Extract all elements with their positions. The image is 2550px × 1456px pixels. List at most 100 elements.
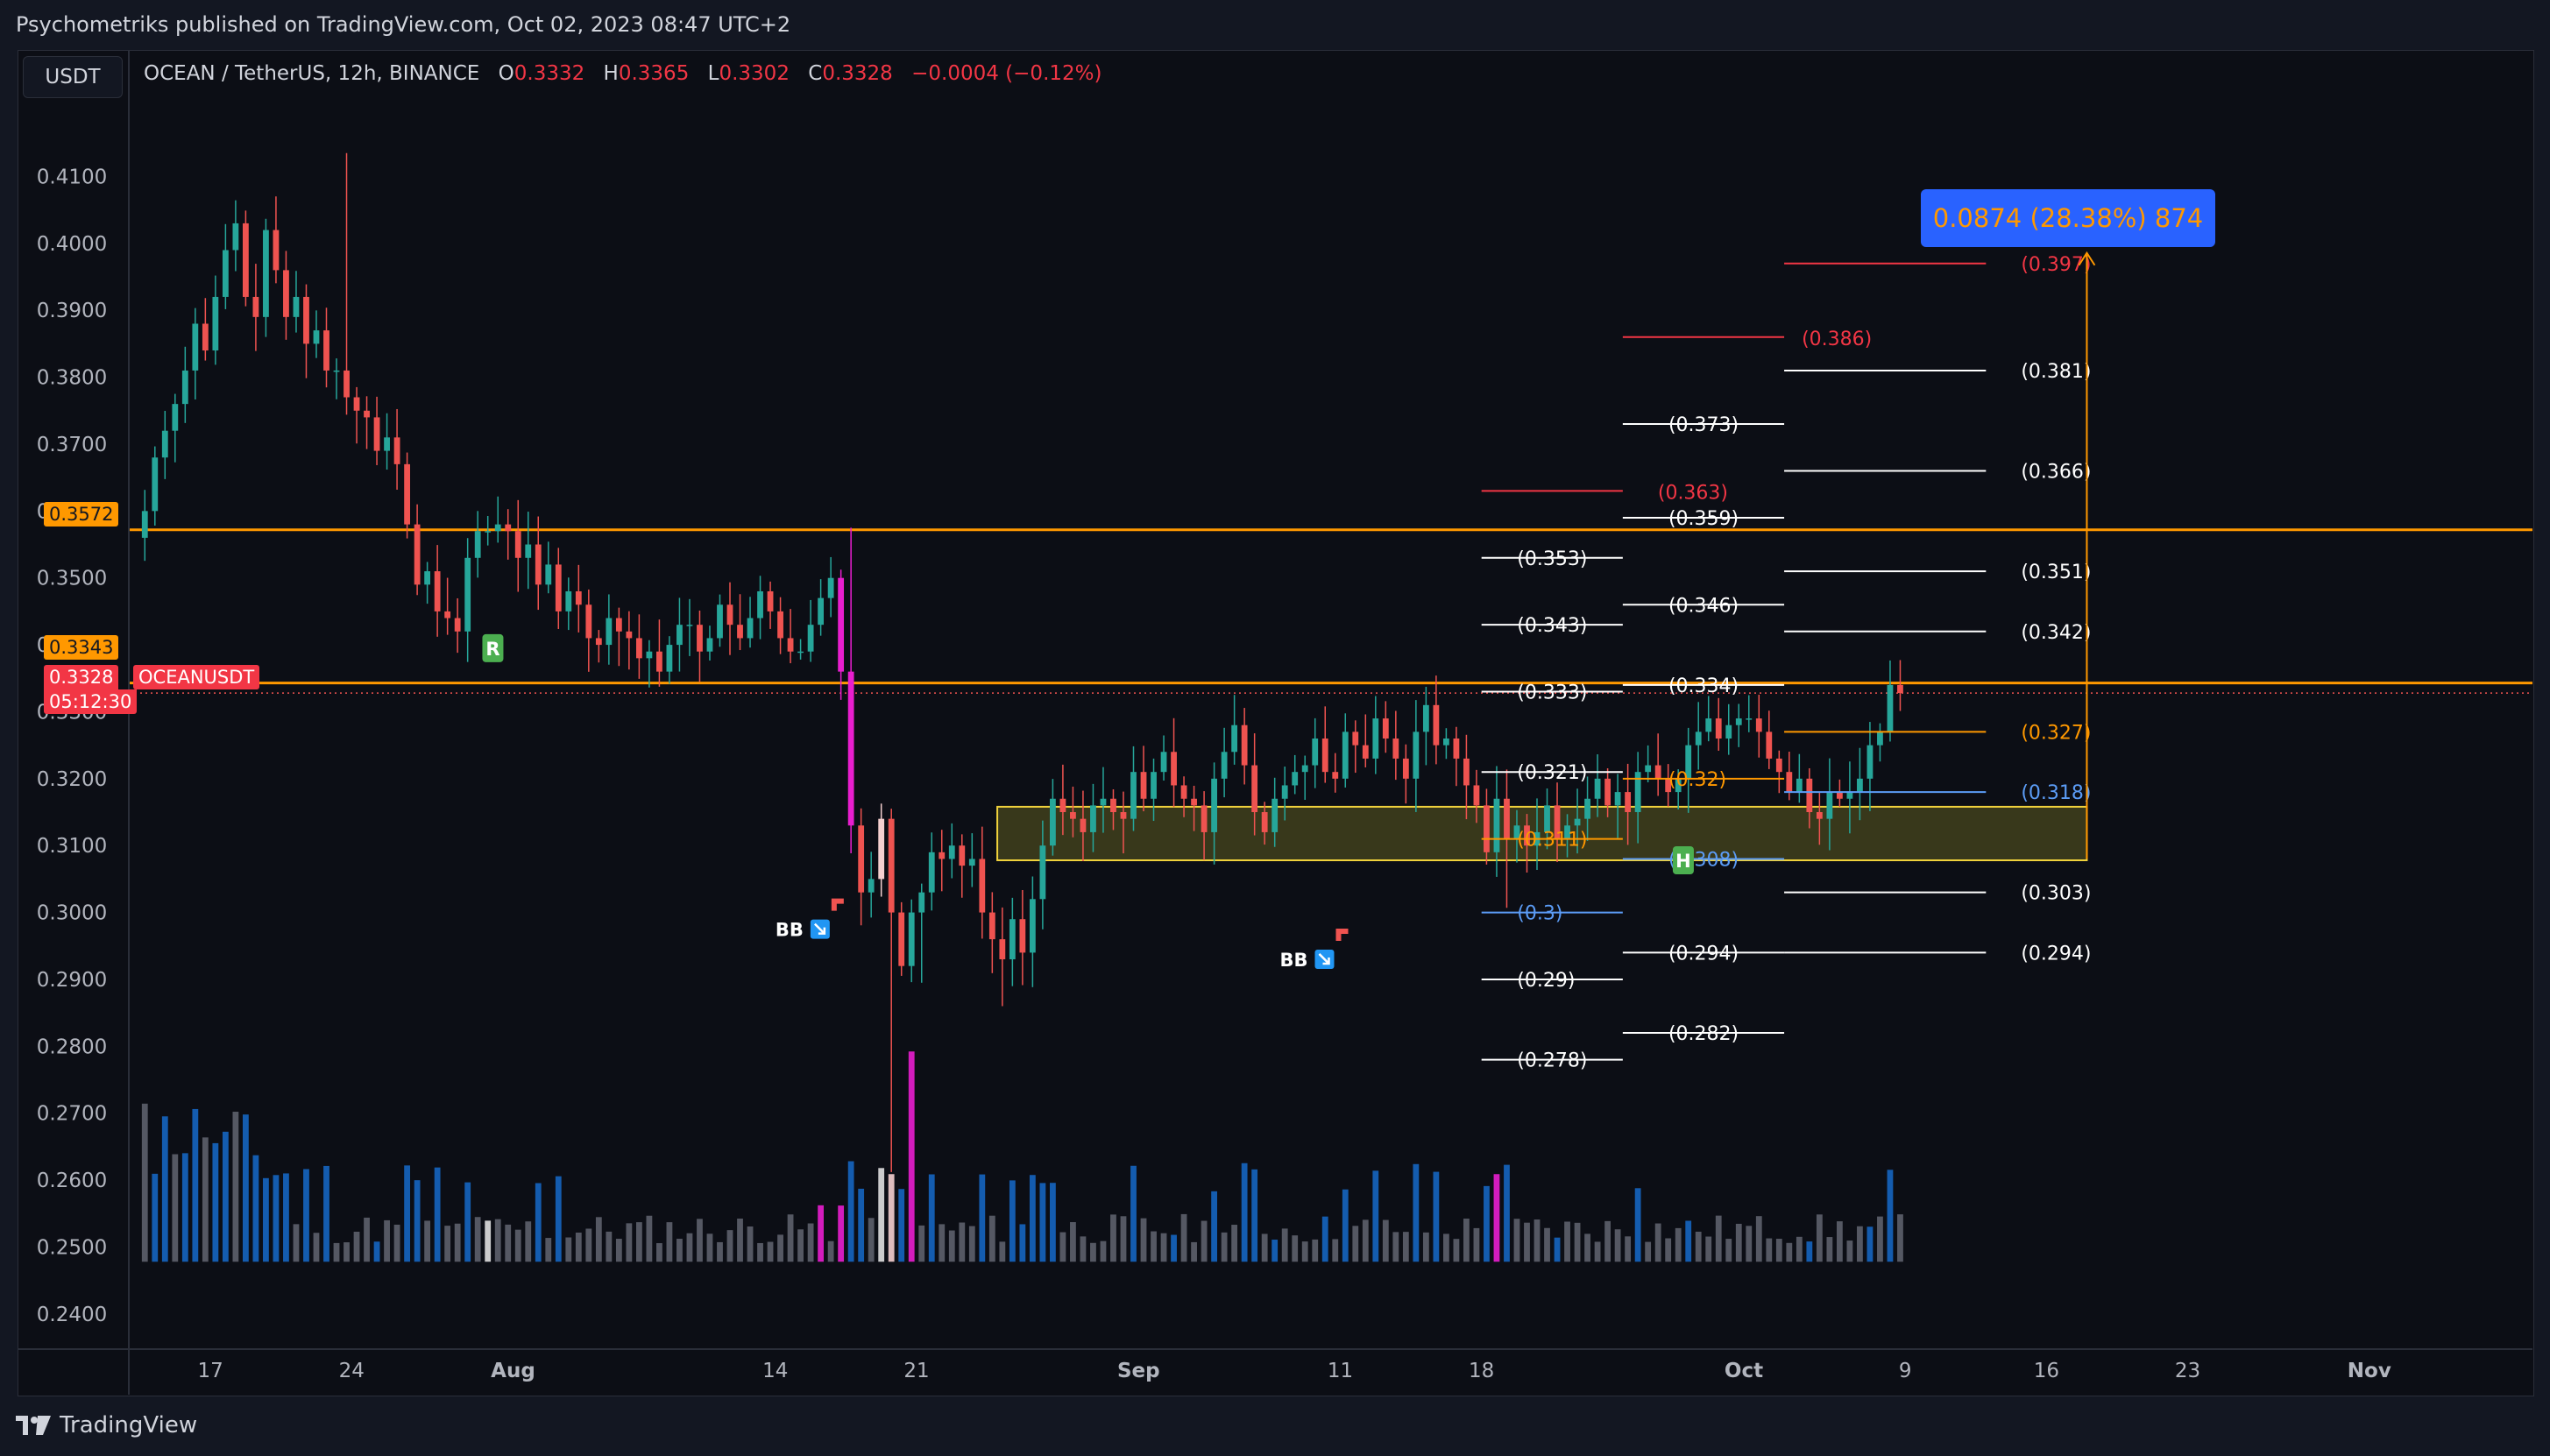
candle-body xyxy=(1796,778,1803,793)
candle-body xyxy=(1271,798,1279,832)
volume-bar xyxy=(1251,1169,1258,1262)
volume-bar xyxy=(999,1241,1006,1262)
volume-bar xyxy=(1059,1232,1066,1262)
candle-body xyxy=(1019,919,1026,953)
candle-body xyxy=(232,223,239,251)
volume-bar xyxy=(1442,1233,1449,1262)
time-tick-label: 24 xyxy=(339,1360,365,1382)
price-tick-label: 0.2800 xyxy=(37,1035,107,1058)
candle-body xyxy=(393,437,400,464)
volume-bar xyxy=(1453,1239,1460,1262)
volume-bar xyxy=(353,1231,360,1262)
volume-bar xyxy=(1524,1222,1530,1262)
candle-body xyxy=(1442,739,1449,746)
candle-body xyxy=(968,859,975,866)
volume-bar xyxy=(1584,1233,1590,1262)
candle-body xyxy=(1281,785,1288,799)
candle-body xyxy=(575,590,582,605)
level-label: (0.311) xyxy=(1517,830,1587,852)
volume-bar xyxy=(273,1175,280,1262)
candle-body xyxy=(878,818,885,880)
candle-body xyxy=(827,577,834,598)
volume-bar xyxy=(1029,1175,1036,1262)
level-label: (0.397) xyxy=(2021,254,2091,276)
volume-bar xyxy=(968,1226,975,1262)
candle-body xyxy=(939,852,946,859)
candle-body xyxy=(1321,739,1328,773)
volume-bar xyxy=(1574,1222,1581,1262)
low-value: 0.3302 xyxy=(719,62,790,85)
volume-bar xyxy=(939,1224,946,1262)
volume-bar xyxy=(1019,1224,1026,1262)
volume-bar xyxy=(1654,1223,1661,1262)
candle-body xyxy=(373,417,380,451)
candle-body xyxy=(434,571,441,611)
volume-bar xyxy=(1493,1174,1500,1262)
volume-bar xyxy=(868,1218,875,1262)
level-label: (0.327) xyxy=(2021,722,2091,744)
candle-body xyxy=(273,230,280,271)
candle-body xyxy=(1312,739,1319,766)
volume-bar xyxy=(615,1239,622,1262)
volume-bar xyxy=(1241,1163,1248,1262)
volume-bar xyxy=(1292,1235,1299,1262)
symbol-name[interactable]: OCEAN / TetherUS, 12h, BINANCE xyxy=(144,62,480,85)
candle-body xyxy=(606,618,613,646)
candle-body xyxy=(807,625,814,652)
publisher-header: Psychometriks published on TradingView.c… xyxy=(0,0,2550,51)
measure-label[interactable]: 0.0874 (28.38%) 874 xyxy=(1921,189,2215,247)
volume-bar xyxy=(1160,1233,1167,1262)
symbol-legend: OCEAN / TetherUS, 12h, BINANCE O0.3332 H… xyxy=(144,62,1101,85)
candle-body xyxy=(1110,798,1116,813)
volume-bar xyxy=(1080,1236,1087,1262)
candle-body xyxy=(1100,798,1107,806)
candle-body xyxy=(202,323,209,351)
candle-body xyxy=(666,645,673,672)
volume-bar xyxy=(212,1142,219,1262)
level-label: (0.373) xyxy=(1668,414,1739,436)
currency-button[interactable]: USDT xyxy=(23,56,123,98)
candle-body xyxy=(979,859,986,913)
time-tick-label: 21 xyxy=(903,1360,929,1382)
candle-body xyxy=(293,296,300,317)
change-value: −0.0004 (−0.12%) xyxy=(911,62,1102,85)
bb-arrow-glyph xyxy=(813,922,826,935)
volume-bar xyxy=(948,1230,955,1262)
candle-body xyxy=(535,544,542,585)
candle-body xyxy=(1413,732,1420,779)
candle-body xyxy=(1473,785,1480,806)
candle-body xyxy=(414,524,421,585)
symbol-price-tag: OCEANUSDT xyxy=(133,665,260,689)
candle-body xyxy=(757,590,763,618)
candle-body xyxy=(858,825,865,893)
volume-bar xyxy=(928,1174,935,1262)
candle-body xyxy=(1402,758,1409,779)
volume-bar xyxy=(1695,1231,1702,1262)
tradingview-logo[interactable]: TradingView xyxy=(16,1412,197,1438)
volume-bar xyxy=(444,1226,451,1262)
candle-body xyxy=(737,625,743,639)
candle-body xyxy=(1857,778,1863,793)
volume-bar xyxy=(1564,1221,1570,1262)
volume-bar xyxy=(1433,1171,1440,1262)
candle-body xyxy=(464,557,471,632)
volume-bar xyxy=(1554,1237,1561,1262)
volume-bar xyxy=(1685,1220,1692,1262)
candle-body xyxy=(1070,812,1076,819)
candle-body xyxy=(1463,758,1470,786)
volume-bar xyxy=(585,1228,592,1262)
price-tick-label: 0.4000 xyxy=(37,233,107,256)
volume-bar xyxy=(1725,1239,1732,1262)
candle-body xyxy=(505,524,512,532)
time-tick-label: 14 xyxy=(762,1360,788,1382)
volume-bar xyxy=(686,1233,693,1262)
level-label: (0.294) xyxy=(2021,943,2091,965)
candle-body xyxy=(1513,825,1520,839)
volume-bar xyxy=(1775,1239,1782,1262)
price-tick-label: 0.3200 xyxy=(37,768,107,791)
candle-body xyxy=(1504,798,1510,839)
volume-bar xyxy=(474,1217,481,1262)
volume-bar xyxy=(344,1242,350,1262)
candle-body xyxy=(474,531,481,558)
